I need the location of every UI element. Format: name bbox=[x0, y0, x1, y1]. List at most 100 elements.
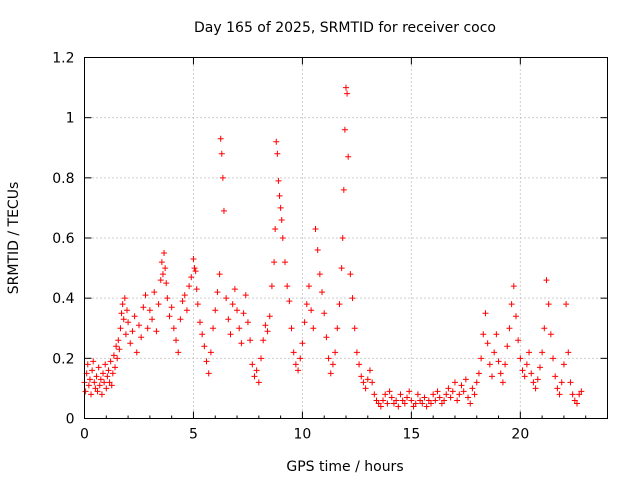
data-point bbox=[393, 397, 400, 404]
data-point bbox=[194, 301, 201, 308]
data-point bbox=[100, 370, 107, 377]
data-point bbox=[186, 283, 193, 290]
data-point bbox=[528, 370, 535, 377]
data-point bbox=[219, 174, 226, 181]
data-point bbox=[264, 328, 271, 335]
data-point bbox=[102, 361, 109, 368]
data-point bbox=[565, 349, 572, 356]
data-point bbox=[401, 400, 408, 407]
data-point bbox=[430, 391, 437, 398]
data-point bbox=[340, 186, 347, 193]
data-point bbox=[119, 301, 126, 308]
data-point bbox=[515, 337, 522, 344]
data-point bbox=[434, 388, 441, 395]
data-point bbox=[82, 388, 89, 395]
data-point bbox=[539, 349, 546, 356]
axis-ticks bbox=[84, 57, 608, 419]
data-point bbox=[144, 325, 151, 332]
data-point bbox=[397, 391, 404, 398]
data-point bbox=[319, 289, 326, 296]
data-point bbox=[220, 207, 227, 214]
data-point bbox=[473, 379, 480, 386]
data-point bbox=[205, 370, 212, 377]
data-point bbox=[177, 316, 184, 323]
data-point bbox=[438, 400, 445, 407]
data-point bbox=[284, 283, 291, 290]
x-tick-label: 20 bbox=[511, 427, 529, 443]
data-point bbox=[251, 373, 258, 380]
data-point bbox=[231, 286, 238, 293]
data-point bbox=[502, 361, 509, 368]
data-point bbox=[155, 301, 162, 308]
data-point bbox=[238, 340, 245, 347]
data-point bbox=[96, 382, 103, 389]
data-point bbox=[484, 340, 491, 347]
data-point bbox=[558, 379, 565, 386]
x-axis-label: GPS time / hours bbox=[286, 459, 403, 475]
data-point bbox=[519, 367, 526, 374]
data-point bbox=[358, 373, 365, 380]
data-point bbox=[423, 403, 430, 410]
data-point bbox=[115, 337, 122, 344]
data-point bbox=[242, 292, 249, 299]
data-point bbox=[362, 385, 369, 392]
data-point bbox=[162, 265, 169, 272]
data-point bbox=[447, 394, 454, 401]
data-point bbox=[159, 271, 166, 278]
data-point bbox=[578, 388, 585, 395]
data-point bbox=[133, 349, 140, 356]
data-point bbox=[295, 367, 302, 374]
x-tick-label: 5 bbox=[189, 427, 198, 443]
data-point bbox=[339, 235, 346, 241]
data-point bbox=[404, 394, 411, 401]
data-point bbox=[536, 364, 543, 371]
data-point bbox=[364, 376, 371, 383]
x-tick-label: 10 bbox=[294, 427, 312, 443]
data-point bbox=[140, 304, 147, 311]
data-point bbox=[417, 397, 424, 404]
data-point bbox=[240, 310, 247, 317]
data-point bbox=[482, 310, 489, 317]
y-tick-label: 0 bbox=[66, 412, 75, 428]
data-point bbox=[506, 325, 513, 332]
data-point bbox=[321, 310, 328, 317]
data-point bbox=[277, 204, 284, 211]
data-point bbox=[517, 355, 524, 362]
data-point bbox=[384, 400, 391, 407]
data-point bbox=[279, 235, 286, 241]
data-point bbox=[395, 403, 402, 410]
data-point bbox=[84, 361, 91, 368]
data-point bbox=[408, 397, 415, 404]
data-point bbox=[97, 376, 104, 383]
data-point bbox=[161, 250, 168, 257]
data-point bbox=[573, 400, 580, 407]
data-point bbox=[388, 394, 395, 401]
data-point bbox=[334, 325, 341, 332]
data-point bbox=[390, 400, 397, 407]
data-point bbox=[191, 265, 198, 272]
data-point bbox=[521, 373, 528, 380]
data-point bbox=[456, 391, 463, 398]
data-point bbox=[375, 400, 382, 407]
data-point bbox=[543, 277, 550, 284]
data-point bbox=[85, 382, 92, 389]
data-point bbox=[170, 325, 177, 332]
data-point bbox=[214, 289, 221, 296]
data-point bbox=[153, 328, 160, 335]
data-point bbox=[353, 349, 360, 356]
data-point bbox=[550, 355, 557, 362]
data-point bbox=[188, 274, 195, 281]
data-point bbox=[122, 331, 129, 338]
data-point bbox=[223, 295, 230, 302]
data-point bbox=[297, 355, 304, 362]
data-point bbox=[534, 376, 541, 383]
data-point bbox=[112, 364, 119, 371]
data-point bbox=[312, 225, 319, 232]
data-point bbox=[260, 337, 267, 344]
data-point bbox=[421, 394, 428, 401]
data-point bbox=[116, 346, 123, 353]
data-point bbox=[275, 177, 282, 184]
data-point bbox=[526, 349, 533, 356]
data-point bbox=[491, 349, 498, 356]
